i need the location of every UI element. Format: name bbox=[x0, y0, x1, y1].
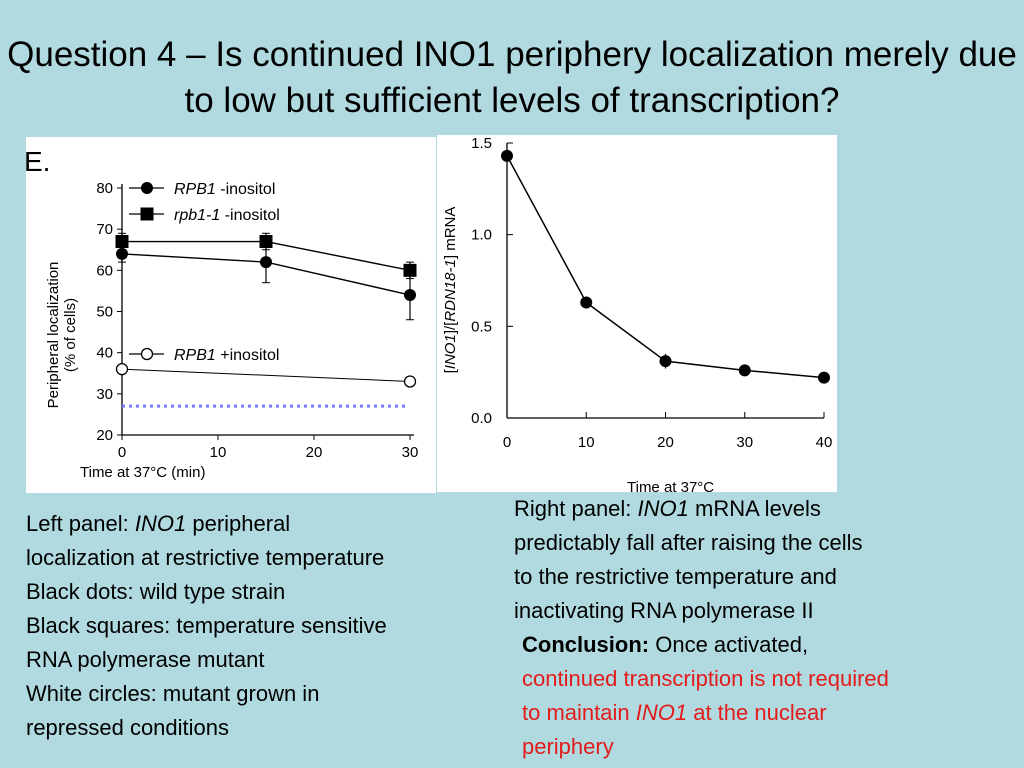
left-data-point bbox=[115, 235, 129, 249]
left-caption-line-5: RNA polymerase mutant bbox=[26, 647, 265, 672]
panel-label: E. bbox=[26, 146, 50, 177]
right-caption-line-2: predictably fall after raising the cells bbox=[514, 530, 863, 555]
right-caption-line-3: to the restrictive temperature and bbox=[514, 564, 837, 589]
right-y-tick-label: 0.0 bbox=[471, 410, 492, 427]
right-x-tick-label: 40 bbox=[816, 434, 833, 451]
left-chart: E. RPB1 -inositol rpb1-1 -inositol RPB1 +i… bbox=[24, 146, 419, 481]
legend-entry-1: rpb1-1 -inositol bbox=[174, 207, 280, 224]
left-data-point bbox=[115, 362, 129, 376]
left-series-line-2 bbox=[121, 368, 411, 382]
left-data-point bbox=[403, 263, 417, 277]
right-chart-panel: 0.0 0.5 1.0 1.5 0 10 20 30 40 Time at 37°C [INO1… bbox=[437, 135, 837, 496]
left-y-tick-label: 60 bbox=[96, 262, 113, 279]
left-y-tick-label: 70 bbox=[96, 221, 113, 238]
left-caption-line-6: White circles: mutant grown in bbox=[26, 681, 320, 706]
right-series-line bbox=[506, 155, 825, 379]
legend-entry-2: RPB1 +inositol bbox=[174, 347, 279, 364]
right-x-axis-label: Time at 37°C bbox=[627, 479, 714, 492]
conclusion-text: Conclusion: Once activated, continued tr… bbox=[522, 628, 1012, 764]
left-caption-line-2: localization at restrictive temperature bbox=[26, 545, 385, 570]
right-data-point bbox=[818, 371, 830, 384]
right-data-point bbox=[580, 296, 593, 309]
left-data-point bbox=[260, 256, 272, 269]
left-y-tick-label: 20 bbox=[96, 427, 113, 444]
left-data-point bbox=[259, 235, 273, 249]
left-caption-line-3: Black dots: wild type strain bbox=[26, 579, 286, 604]
left-data-point bbox=[404, 289, 416, 302]
left-y-axis-label-line1: Peripheral localization bbox=[45, 262, 62, 409]
right-x-tick-label: 10 bbox=[578, 434, 595, 451]
legend-marker-1 bbox=[140, 207, 154, 221]
right-x-tick-label: 20 bbox=[657, 434, 674, 451]
conclusion-line-3: to maintain INO1 at the nuclear bbox=[522, 700, 827, 725]
conclusion-line-1: Conclusion: Once activated, bbox=[522, 632, 809, 657]
legend-entry-0: RPB1 -inositol bbox=[174, 181, 275, 198]
legend-marker-0 bbox=[141, 182, 153, 194]
right-data-point bbox=[659, 355, 672, 368]
conclusion-line-2: continued transcription is not required bbox=[522, 666, 889, 691]
right-y-tick-label: 1.5 bbox=[471, 135, 492, 152]
left-x-tick-label: 30 bbox=[402, 444, 419, 461]
left-x-tick-label: 10 bbox=[210, 444, 227, 461]
left-x-tick-label: 0 bbox=[118, 444, 126, 461]
right-y-tick-label: 1.0 bbox=[471, 227, 492, 244]
right-x-tick-label: 30 bbox=[736, 434, 753, 451]
left-y-tick-label: 80 bbox=[96, 180, 113, 197]
left-y-tick-label: 50 bbox=[96, 304, 113, 321]
left-panel-caption: Left panel: INO1 peripheral localization… bbox=[26, 507, 506, 745]
left-caption-line-4: Black squares: temperature sensitive bbox=[26, 613, 387, 638]
left-data-point bbox=[403, 375, 417, 388]
left-chart-panel: E. RPB1 -inositol rpb1-1 -inositol RPB1 +i… bbox=[24, 137, 436, 493]
right-y-axis-label: [INO1]/[RDN18-1] mRNA bbox=[442, 207, 459, 374]
left-x-tick-label: 20 bbox=[306, 444, 323, 461]
slide-title: Question 4 – Is continued INO1 periphery… bbox=[7, 35, 1017, 120]
right-caption-line-4: inactivating RNA polymerase II bbox=[514, 598, 814, 623]
left-y-tick-label: 30 bbox=[96, 386, 113, 403]
left-caption-line-1: Left panel: INO1 peripheral bbox=[26, 511, 291, 536]
right-panel-caption: Right panel: INO1 mRNA levels predictabl… bbox=[514, 492, 994, 628]
right-chart: 0.0 0.5 1.0 1.5 0 10 20 30 40 Time at 37°C [INO1… bbox=[442, 135, 833, 496]
left-data-point bbox=[116, 247, 128, 260]
left-y-axis-label-line2: (% of cells) bbox=[62, 298, 79, 372]
left-x-axis-label: Time at 37°C (min) bbox=[80, 464, 205, 481]
left-y-tick-label: 40 bbox=[96, 345, 113, 362]
right-data-point bbox=[501, 149, 513, 162]
right-data-point bbox=[738, 364, 751, 377]
legend-marker-2 bbox=[140, 347, 154, 361]
conclusion-line-4: periphery bbox=[522, 734, 614, 759]
left-caption-line-7: repressed conditions bbox=[26, 715, 230, 740]
right-caption-line-1: Right panel: INO1 mRNA levels bbox=[514, 496, 821, 521]
right-x-tick-label: 0 bbox=[503, 434, 511, 451]
right-y-tick-label: 0.5 bbox=[471, 318, 492, 335]
